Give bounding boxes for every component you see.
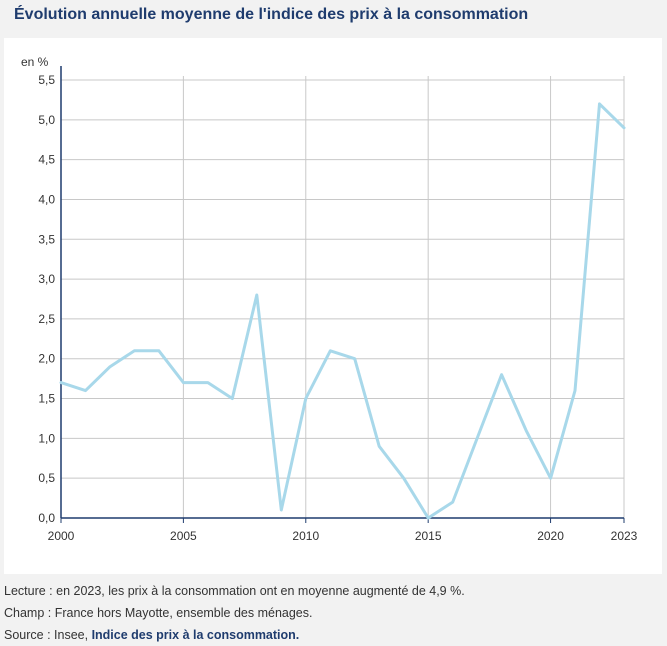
source-link[interactable]: Indice des prix à la consommation. xyxy=(91,628,300,642)
x-tick-label: 2005 xyxy=(170,529,197,543)
source-prefix: Source : Insee, xyxy=(4,628,92,642)
note-source: Source : Insee, Indice des prix à la con… xyxy=(4,624,664,646)
x-tick-label: 2000 xyxy=(48,529,75,543)
x-tick-label: 2010 xyxy=(292,529,319,543)
x-tick-label: 2023 xyxy=(611,529,638,543)
series-group xyxy=(59,102,626,520)
axes xyxy=(60,66,625,523)
y-tick-label: 1,0 xyxy=(38,431,55,445)
y-tick-labels: 0,0 0,5 1,0 1,5 2,0 2,5 3,0 3,5 4,0 4,5 5,0 5,5 xyxy=(38,73,55,525)
series-line xyxy=(59,102,626,520)
y-tick-label: 0,0 xyxy=(38,511,55,525)
y-tick-label: 5,5 xyxy=(38,73,55,87)
note-champ: Champ : France hors Mayotte, ensemble de… xyxy=(4,606,313,620)
y-tick-label: 2,0 xyxy=(38,352,55,366)
y-tick-label: 5,0 xyxy=(38,113,55,127)
y-tick-label: 1,5 xyxy=(38,392,55,406)
x-tick-label: 2020 xyxy=(537,529,564,543)
y-tick-label: 4,5 xyxy=(38,153,55,167)
grid-lines xyxy=(61,76,625,518)
x-tick-labels: 2000 2005 2010 2015 2020 2023 xyxy=(48,529,638,543)
y-tick-label: 2,5 xyxy=(38,312,55,326)
note-lecture: Lecture : en 2023, les prix à la consomm… xyxy=(4,584,465,598)
chart-panel: 0,0 0,5 1,0 1,5 2,0 2,5 3,0 3,5 4,0 4,5 5,0 5,5 200… xyxy=(4,38,662,574)
y-axis-label: en % xyxy=(21,55,49,69)
y-tick-label: 3,0 xyxy=(38,272,55,286)
line-chart: 0,0 0,5 1,0 1,5 2,0 2,5 3,0 3,5 4,0 4,5 5,0 5,5 200… xyxy=(21,55,638,543)
chart-title: Évolution annuelle moyenne de l'indice d… xyxy=(14,6,529,23)
notes-block: Lecture : en 2023, les prix à la consomm… xyxy=(4,580,664,646)
x-tick-label: 2015 xyxy=(415,529,442,543)
y-tick-label: 4,0 xyxy=(38,192,55,206)
y-tick-label: 0,5 xyxy=(38,471,55,485)
y-tick-label: 3,5 xyxy=(38,232,55,246)
